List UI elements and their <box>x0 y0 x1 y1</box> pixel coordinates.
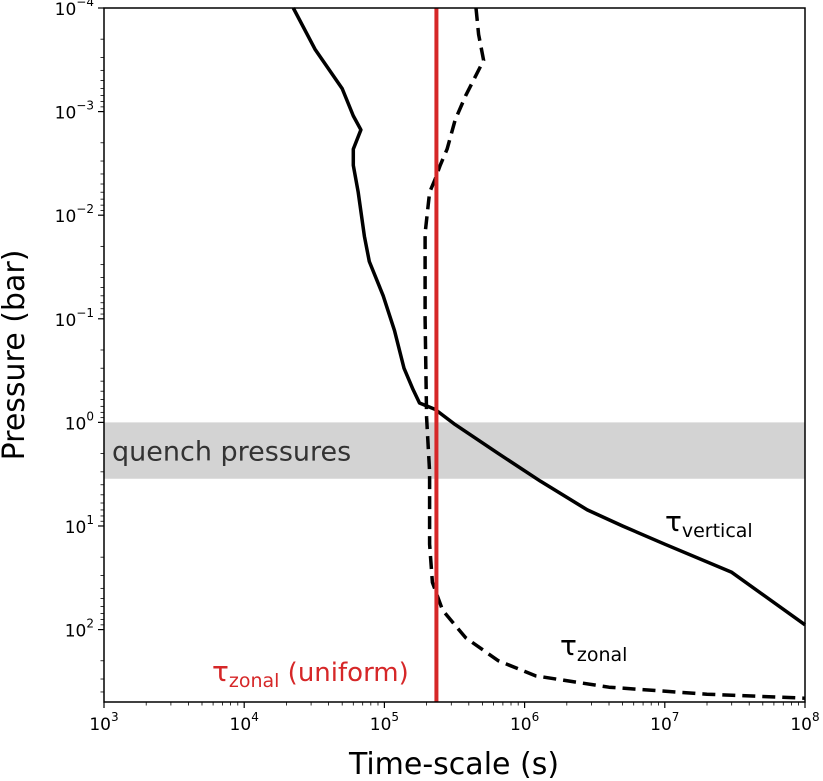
plot-frame <box>103 7 806 703</box>
y-tick-label: 10−4 <box>55 0 94 20</box>
quench-band <box>104 422 805 479</box>
y-tick-label: 10−3 <box>55 99 94 124</box>
x-axis-title: Time-scale (s) <box>348 747 559 781</box>
label-tau-zonal-uniform: τzonal (uniform) <box>212 655 409 692</box>
y-tick-label: 10−1 <box>55 306 94 331</box>
y-tick-label: 101 <box>65 513 94 538</box>
series-group <box>291 7 807 700</box>
x-tick-label: 106 <box>510 710 539 735</box>
label-tau-vertical: τvertical <box>665 505 753 542</box>
series-line-zonal <box>423 7 806 700</box>
x-tick-label: 105 <box>370 710 399 735</box>
y-axis: 10−4 10−3 10−2 10−1 100 101 102 <box>55 0 104 693</box>
y-axis-title: Pressure (bar) <box>0 250 32 461</box>
plot-area: quench pressures <box>103 7 807 703</box>
series-line-vertical <box>291 7 807 627</box>
y-tick-label: 102 <box>65 617 94 642</box>
label-tau-zonal: τzonal <box>560 629 627 666</box>
x-tick-label: 107 <box>650 710 679 735</box>
x-tick-label: 103 <box>89 710 118 735</box>
x-axis: 103 104 105 106 107 108 <box>89 702 820 735</box>
y-tick-label: 10−2 <box>55 202 94 227</box>
y-tick-label: 100 <box>65 409 94 434</box>
x-tick-label: 104 <box>230 710 259 735</box>
band-label: quench pressures <box>112 437 351 468</box>
x-tick-label: 108 <box>790 710 819 735</box>
